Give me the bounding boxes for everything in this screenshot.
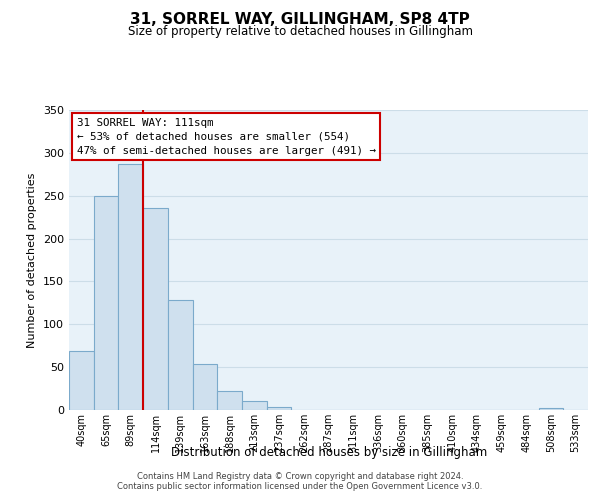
Bar: [69, 351, 94, 410]
Bar: [193, 364, 217, 410]
Bar: [539, 408, 563, 410]
Bar: [94, 196, 118, 410]
Bar: [168, 300, 193, 410]
Bar: [267, 406, 292, 410]
Text: Size of property relative to detached houses in Gillingham: Size of property relative to detached ho…: [128, 25, 473, 38]
Text: Contains HM Land Registry data © Crown copyright and database right 2024.: Contains HM Land Registry data © Crown c…: [137, 472, 463, 481]
Bar: [217, 391, 242, 410]
Bar: [143, 208, 168, 410]
Text: 31, SORREL WAY, GILLINGHAM, SP8 4TP: 31, SORREL WAY, GILLINGHAM, SP8 4TP: [130, 12, 470, 28]
Text: Distribution of detached houses by size in Gillingham: Distribution of detached houses by size …: [170, 446, 487, 459]
Text: Contains public sector information licensed under the Open Government Licence v3: Contains public sector information licen…: [118, 482, 482, 491]
Text: 31 SORREL WAY: 111sqm
← 53% of detached houses are smaller (554)
47% of semi-det: 31 SORREL WAY: 111sqm ← 53% of detached …: [77, 118, 376, 156]
Bar: [118, 164, 143, 410]
Y-axis label: Number of detached properties: Number of detached properties: [28, 172, 37, 348]
Bar: [242, 402, 267, 410]
